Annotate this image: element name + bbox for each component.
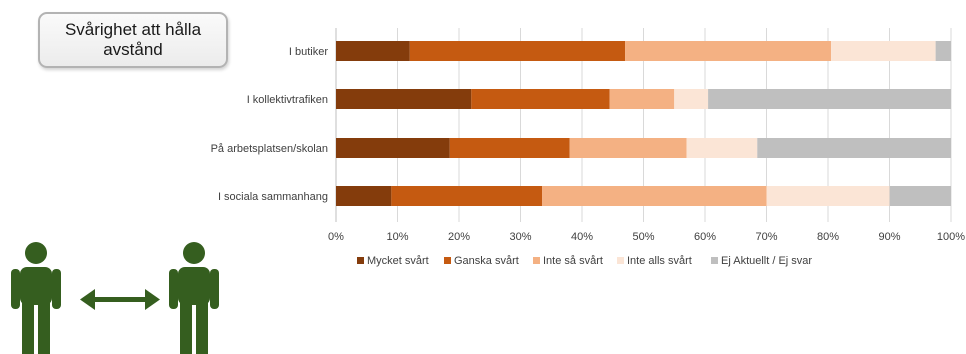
bar-segment [766,186,890,206]
bar-segment [609,89,675,109]
x-tick-label: 30% [509,231,531,243]
bar-segment [336,41,410,61]
stacked-bar-chart: I butiker I kollektivtrafiken På arbetspla… [211,28,965,267]
x-tick-label: 40% [571,231,593,243]
category-label: I kollektivtrafiken [247,94,328,106]
social-distance-icons [11,242,219,354]
double-arrow-icon [80,289,160,310]
x-tick-label: 70% [755,231,777,243]
x-tick-label: 0% [328,231,344,243]
person-icon [169,242,219,354]
bar-segment [831,41,936,61]
bar-segment [569,138,687,158]
legend-swatch [357,257,364,264]
x-tick-label: 10% [386,231,408,243]
legend-label: Mycket svårt [367,255,429,267]
legend-swatch [711,257,718,264]
legend-swatch [444,257,451,264]
bar-segment [336,138,450,158]
legend-label: Inte alls svårt [627,255,692,267]
bar-segment [625,41,832,61]
legend-swatch [533,257,540,264]
bar-segment [708,89,951,109]
x-tick-label: 50% [632,231,654,243]
category-label: I sociala sammanhang [218,191,328,203]
x-tick-label: 100% [937,231,965,243]
bar-segment [336,89,472,109]
bar-segment [449,138,570,158]
bar-segment [686,138,758,158]
category-label: På arbetsplatsen/skolan [211,143,328,155]
bar-segment [935,41,951,61]
legend-label: Inte så svårt [543,255,603,267]
bar-segment [336,186,392,206]
chart-title-box: Svårighet att hålla avstånd [38,12,228,68]
bar-segment [471,89,610,109]
bar-segment [757,138,951,158]
bar-segment [409,41,626,61]
legend-label: Ej Aktuellt / Ej svar [721,255,812,267]
legend-swatch [617,257,624,264]
person-icon [11,242,61,354]
category-label: I butiker [289,46,328,58]
bar-segment [889,186,951,206]
legend-label: Ganska svårt [454,255,519,267]
x-tick-label: 90% [878,231,900,243]
bar-segment [391,186,543,206]
chart-title: Svårighet att hålla avstånd [64,20,202,59]
bar-segment [542,186,767,206]
bar-segment [674,89,709,109]
x-tick-label: 80% [817,231,839,243]
x-tick-label: 20% [448,231,470,243]
x-tick-label: 60% [694,231,716,243]
